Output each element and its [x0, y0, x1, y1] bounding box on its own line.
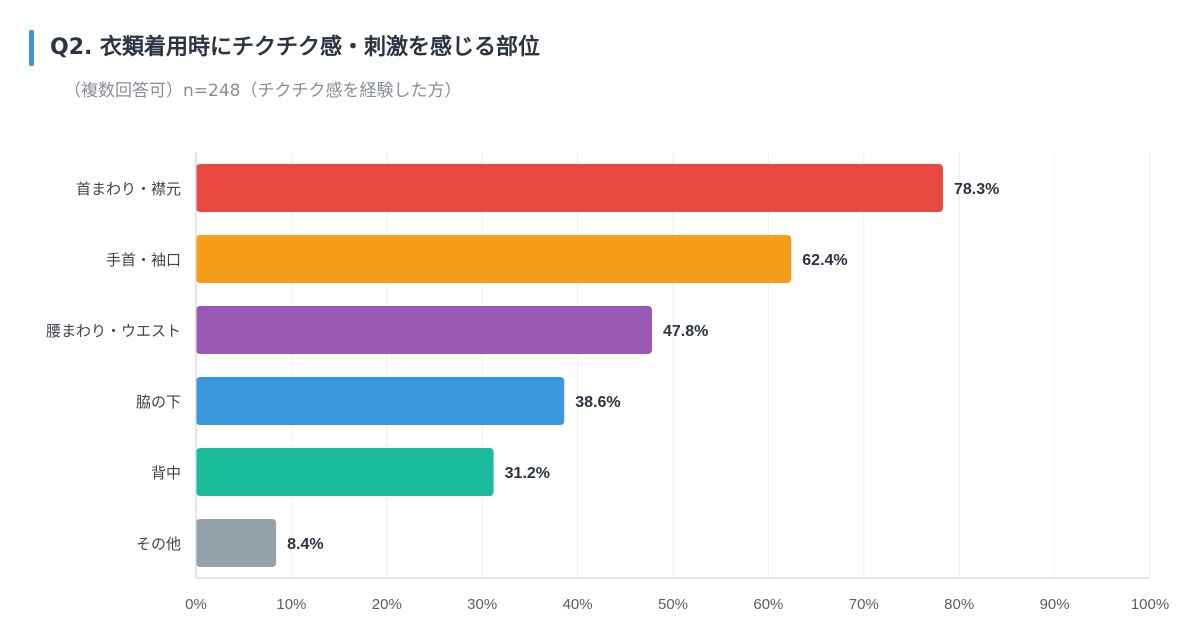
- data-label: 47.8%: [663, 323, 708, 340]
- chart-subtitle: （複数回答可）n=248（チクチク感を経験した方）: [64, 81, 462, 101]
- category-label: 手首・袖口: [106, 251, 181, 269]
- chart-title: Q2. 衣類着用時にチクチク感・刺激を感じる部位: [50, 35, 541, 60]
- category-label: 首まわり・襟元: [76, 180, 181, 198]
- data-label: 31.2%: [505, 465, 550, 482]
- x-tick-label: 90%: [1040, 596, 1070, 613]
- x-tick-label: 100%: [1131, 596, 1169, 613]
- category-label: 腰まわり・ウエスト: [46, 322, 181, 340]
- chart-header: Q2. 衣類着用時にチクチク感・刺激を感じる部位 （複数回答可）n=248（チク…: [0, 0, 1200, 110]
- data-label: 38.6%: [575, 394, 620, 411]
- x-tick-label: 50%: [658, 596, 688, 613]
- data-label: 62.4%: [802, 252, 847, 269]
- x-tick-label: 10%: [276, 596, 306, 613]
- bar: [196, 448, 494, 496]
- x-tick-label: 0%: [185, 596, 207, 613]
- bar: [196, 164, 943, 212]
- title-accent-bar: [29, 30, 34, 66]
- x-tick-label: 30%: [467, 596, 497, 613]
- x-tick-label: 20%: [372, 596, 402, 613]
- bar: [196, 519, 277, 567]
- category-label: その他: [136, 535, 181, 553]
- data-label: 8.4%: [287, 536, 323, 553]
- category-label: 背中: [151, 464, 181, 482]
- data-label: 78.3%: [954, 181, 999, 198]
- bar: [196, 306, 653, 354]
- category-label: 脇の下: [136, 393, 181, 411]
- x-tick-label: 80%: [944, 596, 974, 613]
- x-tick-label: 60%: [753, 596, 783, 613]
- bar: [196, 377, 565, 425]
- bar: [196, 235, 792, 283]
- x-tick-label: 40%: [563, 596, 593, 613]
- x-tick-label: 70%: [849, 596, 879, 613]
